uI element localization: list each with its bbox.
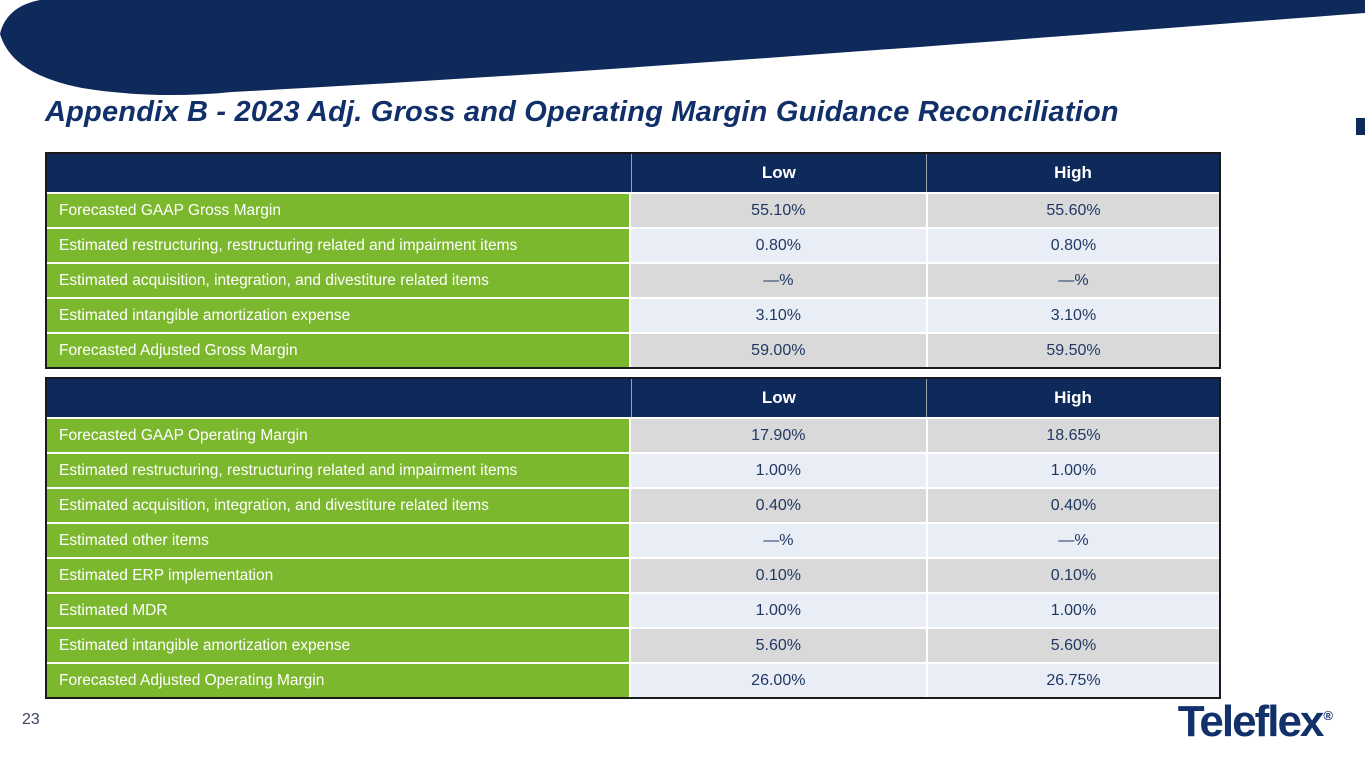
top-swoosh-banner — [0, 0, 1365, 96]
high-value: 18.65% — [925, 419, 1219, 452]
table-row: Forecasted Adjusted Operating Margin 26.0… — [47, 662, 1219, 697]
low-value: 5.60% — [630, 629, 926, 662]
teleflex-logo-text: Teleflex — [1177, 697, 1325, 746]
table-row: Estimated MDR 1.00% 1.00% — [47, 592, 1219, 627]
table-row: Estimated intangible amortization expens… — [47, 627, 1219, 662]
low-value: 0.80% — [630, 229, 926, 262]
page-number: 23 — [22, 711, 40, 728]
page-title: Appendix B - 2023 Adj. Gross and Operati… — [45, 96, 1119, 128]
row-label: Estimated intangible amortization expens… — [47, 629, 631, 662]
table-row: Estimated acquisition, integration, and … — [47, 262, 1219, 297]
table-row: Estimated restructuring, restructuring r… — [47, 227, 1219, 262]
row-label: Estimated ERP implementation — [47, 559, 631, 592]
high-value: —% — [925, 524, 1219, 557]
row-label: Forecasted GAAP Operating Margin — [47, 419, 631, 452]
table-row: Forecasted Adjusted Gross Margin 59.00% 59… — [47, 332, 1219, 367]
header-cell-low: Low — [630, 379, 926, 417]
high-value: 5.60% — [925, 629, 1219, 662]
high-value: 0.80% — [925, 229, 1219, 262]
row-label: Forecasted Adjusted Operating Margin — [47, 664, 631, 697]
teleflex-logo: Teleflex® — [1178, 700, 1333, 744]
low-value: 1.00% — [630, 594, 926, 627]
row-label: Estimated other items — [47, 524, 631, 557]
table-row: Estimated acquisition, integration, and … — [47, 487, 1219, 522]
high-value: 0.10% — [925, 559, 1219, 592]
header-cell-label — [47, 379, 631, 417]
row-label: Estimated acquisition, integration, and … — [47, 489, 631, 522]
row-label: Estimated acquisition, integration, and … — [47, 264, 631, 297]
header-cell-high: High — [925, 379, 1219, 417]
table-row: Estimated restructuring, restructuring r… — [47, 452, 1219, 487]
row-label: Estimated restructuring, restructuring r… — [47, 229, 631, 262]
low-value: 0.10% — [630, 559, 926, 592]
table-row: Estimated other items —% —% — [47, 522, 1219, 557]
table-row: Forecasted GAAP Operating Margin 17.90% 18… — [47, 417, 1219, 452]
row-label: Forecasted GAAP Gross Margin — [47, 194, 631, 227]
title-accent-bar — [1356, 118, 1365, 135]
table-header-row: Low High — [47, 379, 1219, 417]
low-value: 17.90% — [630, 419, 926, 452]
low-value: 1.00% — [630, 454, 926, 487]
header-cell-low: Low — [630, 154, 926, 192]
table-header-row: Low High — [47, 154, 1219, 192]
low-value: 0.40% — [630, 489, 926, 522]
low-value: —% — [630, 264, 926, 297]
high-value: —% — [925, 264, 1219, 297]
table-row: Forecasted GAAP Gross Margin 55.10% 55.60% — [47, 192, 1219, 227]
high-value: 59.50% — [925, 334, 1219, 367]
gross-margin-table: Low High Forecasted GAAP Gross Margin 55.… — [45, 152, 1221, 369]
high-value: 1.00% — [925, 594, 1219, 627]
high-value: 26.75% — [925, 664, 1219, 697]
row-label: Estimated intangible amortization expens… — [47, 299, 631, 332]
low-value: 59.00% — [630, 334, 926, 367]
high-value: 1.00% — [925, 454, 1219, 487]
row-label: Forecasted Adjusted Gross Margin — [47, 334, 631, 367]
high-value: 0.40% — [925, 489, 1219, 522]
low-value: 26.00% — [630, 664, 926, 697]
operating-margin-table: Low High Forecasted GAAP Operating Margi… — [45, 377, 1221, 699]
row-label: Estimated restructuring, restructuring r… — [47, 454, 631, 487]
header-cell-high: High — [925, 154, 1219, 192]
high-value: 3.10% — [925, 299, 1219, 332]
high-value: 55.60% — [925, 194, 1219, 227]
low-value: 3.10% — [630, 299, 926, 332]
registered-trademark-mark: ® — [1323, 708, 1333, 724]
row-label: Estimated MDR — [47, 594, 631, 627]
low-value: 55.10% — [630, 194, 926, 227]
header-cell-label — [47, 154, 631, 192]
table-row: Estimated ERP implementation 0.10% 0.10% — [47, 557, 1219, 592]
low-value: —% — [630, 524, 926, 557]
table-row: Estimated intangible amortization expens… — [47, 297, 1219, 332]
